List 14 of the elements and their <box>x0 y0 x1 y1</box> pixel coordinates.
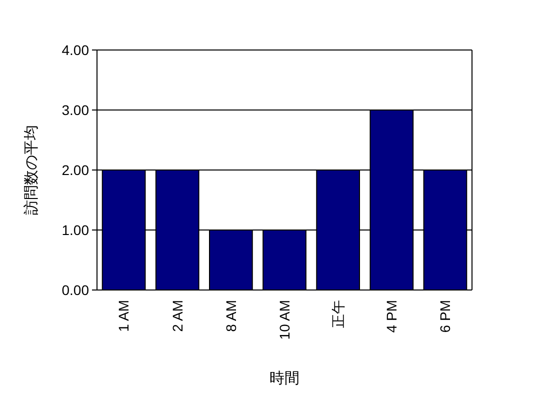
y-tick-label: 0.00 <box>62 282 90 298</box>
x-tick-label: 正午 <box>330 300 346 328</box>
x-tick-label: 8 AM <box>222 300 239 332</box>
x-tick-label: 1 AM <box>116 300 132 332</box>
y-tick-label: 2.00 <box>62 162 90 178</box>
y-axis-title: 訪問数の平均 <box>23 125 40 215</box>
y-tick-label: 4.00 <box>62 42 90 58</box>
y-tick-label: 1.00 <box>62 222 90 238</box>
x-tick-label: 4 PM <box>384 300 400 333</box>
y-tick-label: 3.00 <box>62 102 90 118</box>
x-tick-label: 2 AM <box>169 300 186 332</box>
x-axis-title: 時間 <box>270 370 300 387</box>
x-tick-label: 6 PM <box>437 300 454 333</box>
x-tick-label: 10 AM <box>276 300 292 340</box>
